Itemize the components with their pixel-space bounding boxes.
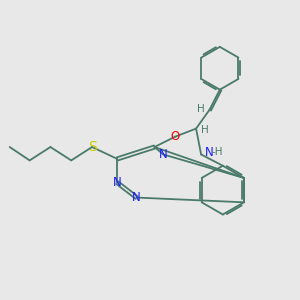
Text: N: N bbox=[205, 146, 214, 159]
Text: N: N bbox=[132, 191, 141, 204]
Text: O: O bbox=[171, 130, 180, 143]
Text: N: N bbox=[159, 148, 168, 161]
Text: S: S bbox=[88, 140, 96, 154]
Text: -H: -H bbox=[212, 147, 223, 157]
Text: H: H bbox=[200, 125, 208, 135]
Text: H: H bbox=[197, 104, 205, 114]
Text: N: N bbox=[113, 176, 122, 189]
